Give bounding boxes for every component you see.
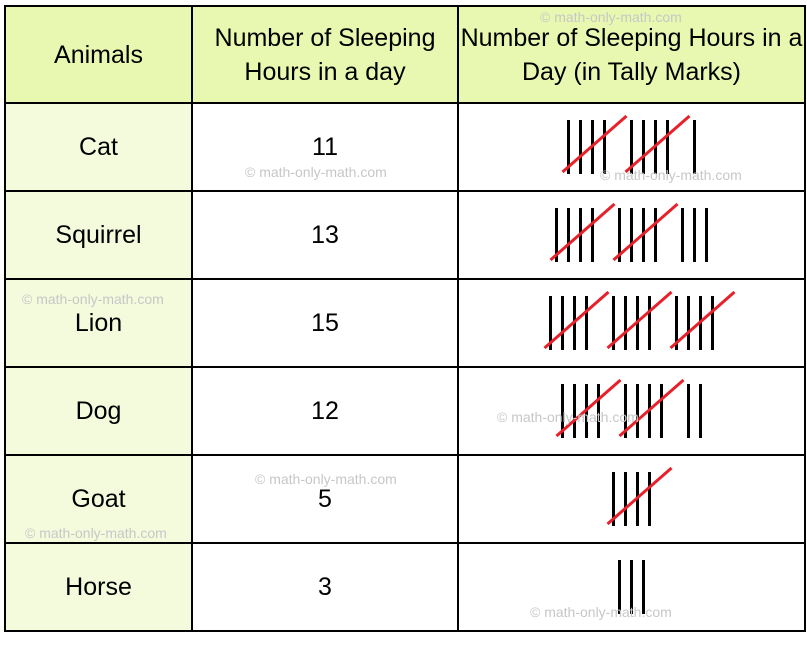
table-row: Squirrel 13	[4, 190, 806, 280]
tally-marks-cell	[457, 454, 806, 544]
animal-cell: Dog	[4, 366, 193, 456]
tally-cross-stroke	[549, 202, 616, 262]
hours-cell: 13	[191, 190, 459, 280]
header-sleeping-hours: Number of Sleeping Hours in a day	[191, 5, 459, 104]
tally-marks-cell	[457, 278, 806, 368]
tally-marks-cell	[457, 102, 806, 192]
tally-marks-cell	[457, 366, 806, 456]
tally-cross-stroke	[543, 290, 610, 350]
hours-cell: 12	[191, 366, 459, 456]
tally-marks	[561, 114, 696, 174]
table-row: Cat 11	[4, 102, 806, 192]
header-tally-marks: Number of Sleeping Hours in a Day (in Ta…	[457, 5, 806, 104]
tally-cross-stroke	[561, 114, 628, 174]
tally-marks-cell	[457, 190, 806, 280]
header-animals: Animals	[4, 5, 193, 104]
tally-cross-stroke	[612, 202, 679, 262]
tally-cross-stroke	[555, 378, 622, 438]
tally-marks	[549, 202, 708, 262]
sleeping-hours-table: Animals Number of Sleeping Hours in a da…	[4, 5, 806, 632]
tally-cross-stroke	[606, 466, 673, 526]
tally-marks	[618, 560, 645, 614]
animal-cell: Cat	[4, 102, 193, 192]
tally-cross-stroke	[606, 290, 673, 350]
tally-cross-stroke	[669, 290, 736, 350]
table-row: Horse 3	[4, 542, 806, 632]
hours-cell: 5	[191, 454, 459, 544]
hours-cell: 11	[191, 102, 459, 192]
hours-cell: 3	[191, 542, 459, 632]
tally-marks	[606, 466, 673, 526]
animal-cell: Horse	[4, 542, 193, 632]
tally-cross-stroke	[624, 114, 691, 174]
animal-cell: Squirrel	[4, 190, 193, 280]
table-row: Lion 15	[4, 278, 806, 368]
tally-marks-cell	[457, 542, 806, 632]
hours-cell: 15	[191, 278, 459, 368]
animal-cell: Goat	[4, 454, 193, 544]
tally-marks	[543, 290, 736, 350]
tally-cross-stroke	[618, 378, 685, 438]
table-row: Goat 5	[4, 454, 806, 544]
header-row: Animals Number of Sleeping Hours in a da…	[4, 5, 806, 104]
animal-cell: Lion	[4, 278, 193, 368]
table-row: Dog 12	[4, 366, 806, 456]
tally-marks	[555, 378, 702, 438]
